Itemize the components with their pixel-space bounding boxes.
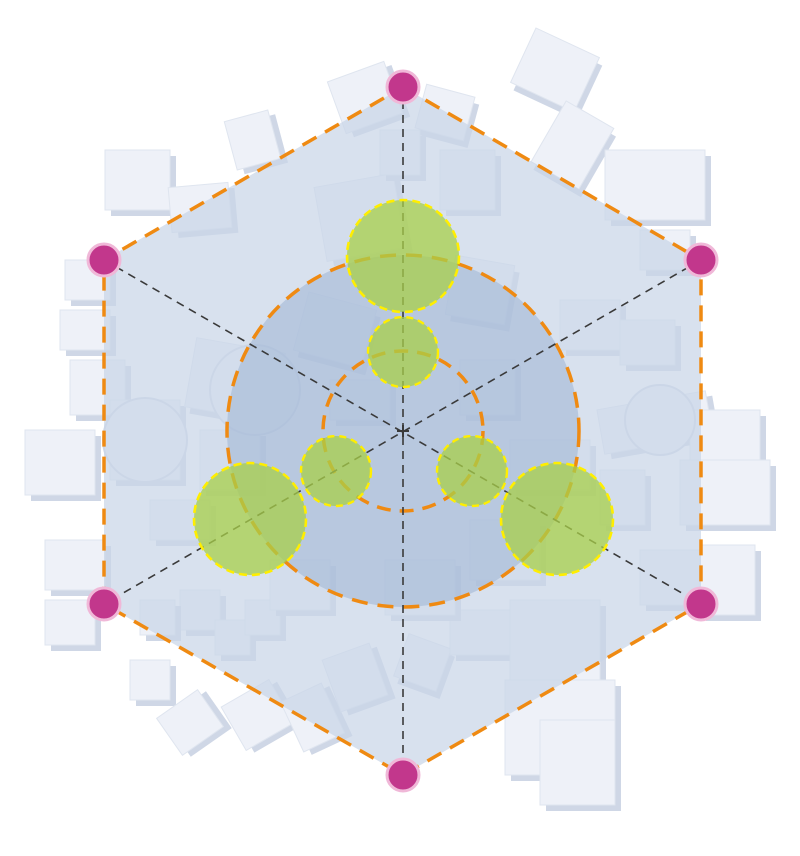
vertex-node-upper-left[interactable] <box>86 242 122 278</box>
building-block <box>104 149 176 216</box>
vertex-node-upper-right[interactable] <box>683 242 719 278</box>
building-block <box>44 599 101 651</box>
building-block <box>223 109 289 175</box>
vertex-nodes <box>86 69 719 793</box>
building-block <box>44 539 111 596</box>
center-marker <box>397 425 409 437</box>
vertex-node-top[interactable] <box>385 69 421 105</box>
green-zone-large-left <box>192 461 308 577</box>
green-zone-small-left <box>299 434 373 508</box>
building-block <box>129 659 176 706</box>
building-block <box>539 719 621 811</box>
green-zone-small-top <box>366 315 440 389</box>
vertex-node-bottom[interactable] <box>385 757 421 793</box>
vertex-node-lower-left[interactable] <box>86 586 122 622</box>
green-zone-small-right <box>435 434 509 508</box>
building-block <box>604 149 711 226</box>
building-block <box>509 27 603 120</box>
vertex-node-lower-right[interactable] <box>683 586 719 622</box>
building-block <box>24 429 101 501</box>
green-zone-large-top <box>345 198 461 314</box>
building-block <box>155 689 232 757</box>
green-zones <box>192 198 615 577</box>
green-zone-large-right <box>499 461 615 577</box>
